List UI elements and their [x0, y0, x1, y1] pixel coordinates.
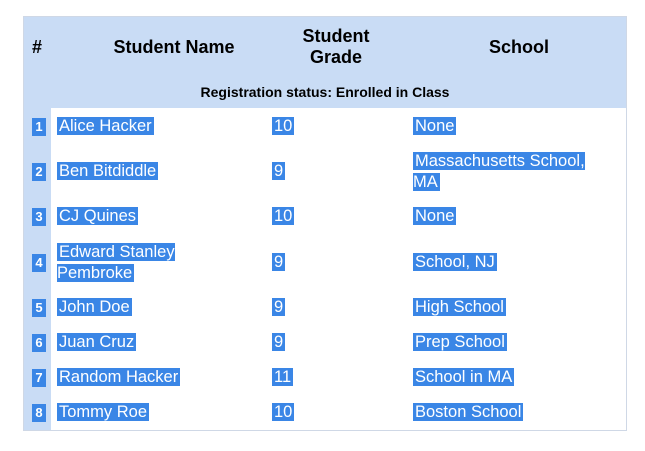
table-row[interactable]: 10 — [272, 116, 295, 137]
student-table: # Student Name Student Grade School Regi… — [23, 16, 627, 431]
row-index[interactable]: 8 — [32, 404, 46, 422]
header-student-grade: Student Grade — [302, 26, 370, 67]
table-row[interactable]: Juan Cruz — [57, 332, 137, 353]
school-cell[interactable]: Massachusetts School, MA — [413, 152, 585, 191]
table-row[interactable]: Prep School — [413, 332, 507, 353]
table-row[interactable]: 9 — [272, 161, 286, 182]
student-name-cell[interactable]: Random Hacker — [57, 368, 181, 386]
student-name-cell[interactable]: John Doe — [57, 298, 132, 316]
table-row[interactable]: Tommy Roe — [57, 402, 150, 423]
registration-status: Registration status: Enrolled in Class — [200, 84, 450, 100]
table-row[interactable]: John Doe — [57, 297, 132, 318]
row-index[interactable]: 3 — [32, 208, 46, 226]
row-index[interactable]: 7 — [32, 369, 46, 387]
student-grade-cell[interactable]: 9 — [272, 333, 286, 351]
header-school: School — [488, 37, 549, 57]
table-row[interactable]: Alice Hacker — [57, 116, 154, 137]
table-row[interactable]: 10 — [272, 206, 295, 227]
row-index[interactable]: 2 — [32, 163, 46, 181]
student-grade-cell[interactable]: 9 — [272, 253, 286, 271]
student-grade-cell[interactable]: 10 — [272, 403, 295, 421]
table-row[interactable]: School in MA — [413, 367, 515, 388]
student-grade-cell[interactable]: 9 — [272, 162, 286, 180]
school-cell[interactable]: School, NJ — [413, 253, 497, 271]
table-row[interactable]: 10 — [272, 402, 295, 423]
student-name-cell[interactable]: Tommy Roe — [57, 403, 150, 421]
table-row[interactable]: 9 — [272, 252, 286, 273]
student-name-cell[interactable]: Juan Cruz — [57, 333, 137, 351]
school-cell[interactable]: Prep School — [413, 333, 507, 351]
table-row[interactable]: Edward Stanley Pembroke — [57, 242, 197, 284]
student-name-cell[interactable]: CJ Quines — [57, 207, 139, 225]
student-name-cell[interactable]: Ben Bitdiddle — [57, 162, 159, 180]
header-student-name: Student Name — [113, 37, 235, 57]
student-grade-cell[interactable]: 10 — [272, 207, 295, 225]
row-index[interactable]: 6 — [32, 334, 46, 352]
table-row[interactable]: None — [413, 206, 457, 227]
school-cell[interactable]: Boston School — [413, 403, 524, 421]
table-row[interactable]: Random Hacker — [57, 367, 181, 388]
table-row[interactable]: Massachusetts School, MA — [413, 151, 613, 193]
student-grade-cell[interactable]: 9 — [272, 298, 286, 316]
row-index[interactable]: 4 — [32, 254, 46, 272]
table-row[interactable]: Boston School — [413, 402, 524, 423]
table-row[interactable]: CJ Quines — [57, 206, 139, 227]
row-index[interactable]: 1 — [32, 118, 46, 136]
student-grade-cell[interactable]: 11 — [272, 368, 294, 386]
student-name-cell[interactable]: Alice Hacker — [57, 117, 154, 135]
student-grade-cell[interactable]: 10 — [272, 117, 295, 135]
table-row[interactable]: None — [413, 116, 457, 137]
table-header: # Student Name Student Grade School Regi… — [24, 17, 626, 108]
table-row[interactable]: School, NJ — [413, 252, 497, 273]
school-cell[interactable]: None — [413, 117, 457, 135]
row-index[interactable]: 5 — [32, 299, 46, 317]
table-row[interactable]: 11 — [272, 367, 294, 388]
table-row[interactable]: Ben Bitdiddle — [57, 161, 159, 182]
table-row[interactable]: 9 — [272, 332, 286, 353]
school-cell[interactable]: School in MA — [413, 368, 515, 386]
school-cell[interactable]: None — [413, 207, 457, 225]
school-cell[interactable]: High School — [413, 298, 506, 316]
student-name-cell[interactable]: Edward Stanley Pembroke — [57, 243, 175, 282]
table-row[interactable]: 9 — [272, 297, 286, 318]
table-row[interactable]: High School — [413, 297, 506, 318]
header-number: # — [31, 37, 42, 57]
